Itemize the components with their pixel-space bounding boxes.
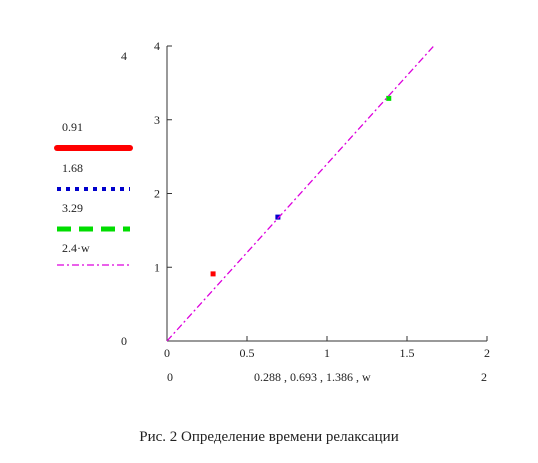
x-tick-label: 0.5 [240,346,255,360]
data-point-3-29 [386,95,392,101]
legend-label-0: 0.91 [62,120,83,134]
y-tick-label: 2 [154,187,160,201]
y-bound-min: 0 [121,334,127,348]
data-point-1-68 [275,214,281,220]
ticks: 0 0.5 1 1.5 2 1 2 3 4 [154,39,490,360]
figure-caption: Рис. 2 Определение времени релаксации [139,429,399,445]
legend-label-1: 1.68 [62,161,83,175]
legend-label-3: 2.4·w [62,241,90,255]
x-tick-label: 2 [484,346,490,360]
series-line-2-4w [166,45,435,342]
x-bound-max: 2 [481,370,487,384]
y-tick-label: 4 [154,39,160,53]
axis-bounds: 4 0 0 2 0.288 , 0.693 , 1.386 , w [121,49,487,384]
chart: 0 0.5 1 1.5 2 1 2 3 4 0.91 1.68 3.29 2.4·w 4 0 0 2 … [54,39,490,384]
y-bound-max: 4 [121,49,127,63]
axes [166,46,487,342]
y-tick-label: 1 [154,260,160,274]
legend-label-2: 3.29 [62,201,83,215]
x-tick-label: 1.5 [400,346,415,360]
x-axis-label: 0.288 , 0.693 , 1.386 , w [254,370,371,384]
series-layer [166,45,435,342]
data-point-0-91 [210,271,216,277]
y-tick-label: 3 [154,113,160,127]
x-bound-min: 0 [167,370,173,384]
x-tick-label: 1 [324,346,330,360]
legend: 0.91 1.68 3.29 2.4·w [54,120,133,266]
x-tick-label: 0 [164,346,170,360]
